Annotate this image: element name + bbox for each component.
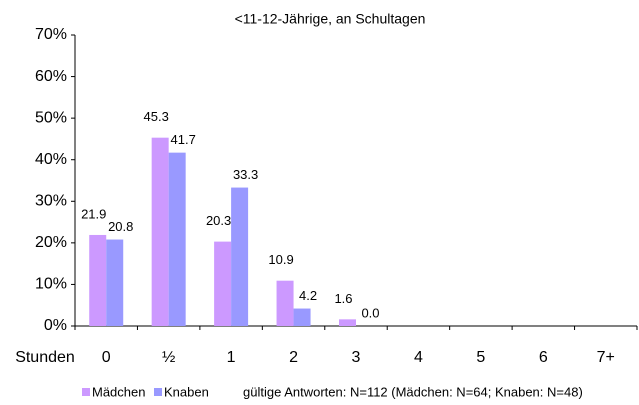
x-tick-label: 4 bbox=[414, 349, 423, 366]
x-tick-label: 6 bbox=[539, 349, 548, 366]
x-tick-label: 0 bbox=[102, 349, 111, 366]
x-tick-label: 7+ bbox=[597, 349, 615, 366]
x-tick-label: 5 bbox=[476, 349, 485, 366]
x-tick-label: 2 bbox=[289, 349, 298, 366]
value-label: 33.3 bbox=[233, 167, 258, 182]
y-tick-label: 20% bbox=[35, 234, 67, 251]
y-tick-label: 60% bbox=[35, 68, 67, 85]
value-label: 4.2 bbox=[299, 288, 317, 303]
value-label: 10.9 bbox=[268, 252, 293, 267]
legend-swatch bbox=[154, 388, 162, 396]
bar bbox=[339, 319, 356, 326]
bar bbox=[89, 234, 107, 326]
x-tick-label: ½ bbox=[162, 349, 175, 366]
chart-title: <11-12-Jährige, an Schultagen bbox=[235, 11, 426, 27]
x-axis-label: Stunden bbox=[15, 349, 75, 366]
value-label: 45.3 bbox=[144, 109, 169, 124]
bar bbox=[168, 152, 186, 326]
value-label: 21.9 bbox=[81, 206, 106, 221]
legend-label: Mädchen bbox=[92, 384, 145, 399]
y-tick-label: 0% bbox=[44, 317, 67, 334]
bar bbox=[214, 241, 232, 326]
bar bbox=[293, 308, 311, 326]
value-label: 41.7 bbox=[171, 132, 196, 147]
y-tick-label: 70% bbox=[35, 26, 67, 43]
y-tick-label: 50% bbox=[35, 109, 67, 126]
note: gültige Antworten: N=112 (Mädchen: N=64;… bbox=[243, 384, 583, 399]
value-label: 20.3 bbox=[206, 213, 231, 228]
x-tick-label: 1 bbox=[227, 349, 236, 366]
value-label: 20.8 bbox=[108, 219, 133, 234]
value-label: 1.6 bbox=[334, 291, 352, 306]
legend-swatch bbox=[82, 388, 90, 396]
bar bbox=[231, 187, 249, 326]
legend-label: Knaben bbox=[164, 384, 209, 399]
y-tick-label: 40% bbox=[35, 151, 67, 168]
bar bbox=[106, 239, 124, 326]
x-tick-label: 3 bbox=[352, 349, 361, 366]
y-tick-label: 10% bbox=[35, 276, 67, 293]
bar bbox=[276, 280, 294, 326]
bar bbox=[151, 137, 169, 326]
y-tick-label: 30% bbox=[35, 193, 67, 210]
value-label: 0.0 bbox=[361, 305, 379, 320]
